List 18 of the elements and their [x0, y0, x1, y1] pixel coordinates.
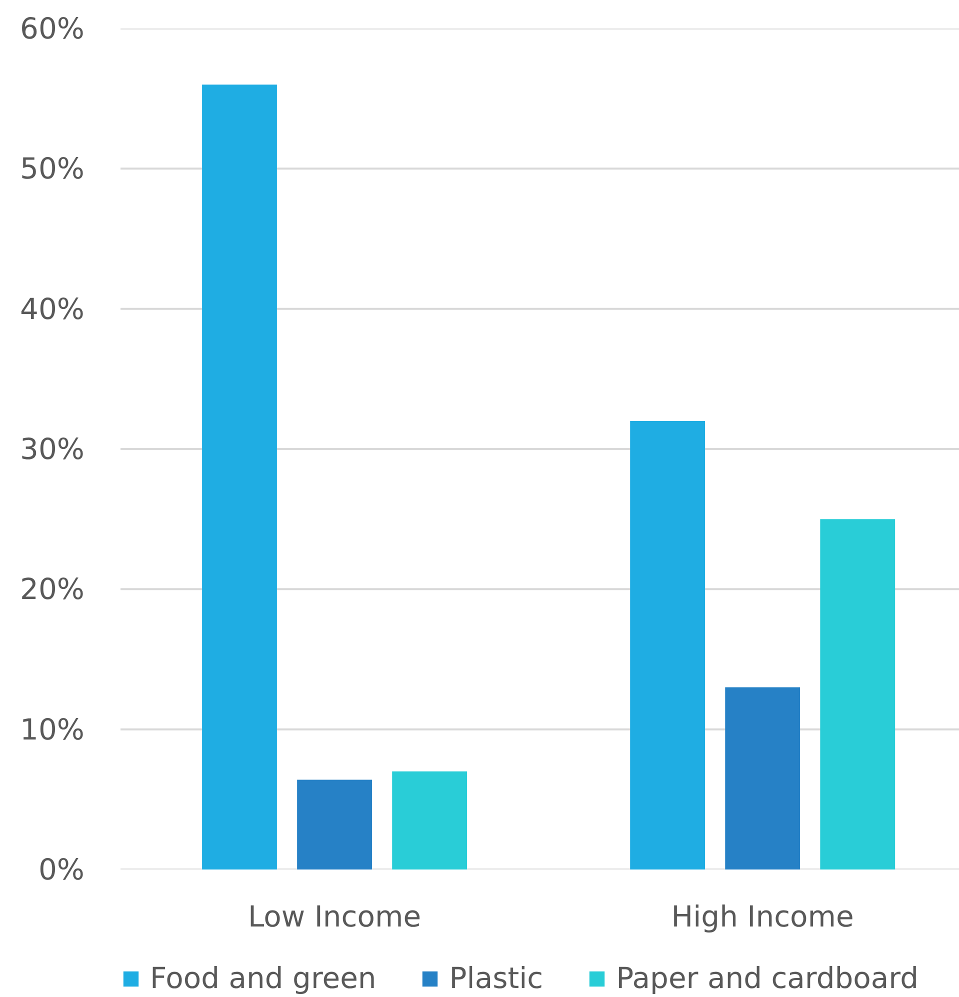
bar: [820, 519, 896, 870]
bar: [202, 84, 277, 870]
y-tick-label: 10%: [20, 712, 85, 746]
legend-label: Paper and cardboard: [616, 961, 918, 995]
bar: [725, 687, 800, 870]
y-tick-label: 50%: [20, 152, 85, 186]
y-tick-label: 60%: [20, 12, 85, 46]
x-tick-label: Low Income: [248, 900, 422, 934]
bar: [630, 420, 706, 870]
x-tick-label: High Income: [671, 900, 854, 934]
y-tick-label: 0%: [38, 852, 85, 886]
legend-label: Food and green: [150, 961, 376, 995]
y-tick-label: 40%: [20, 292, 85, 326]
bar: [392, 771, 468, 870]
legend-label: Plastic: [449, 961, 544, 995]
y-tick-label: 30%: [20, 432, 85, 466]
y-tick-label: 20%: [20, 572, 85, 606]
bar: [297, 780, 372, 870]
